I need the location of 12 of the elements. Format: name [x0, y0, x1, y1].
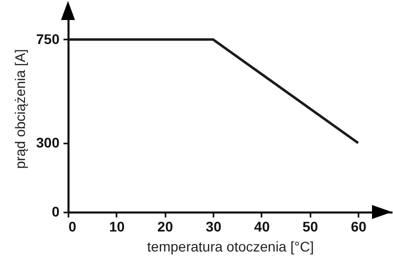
x-tick-label: 10: [109, 218, 125, 234]
x-tick-label: 0: [68, 218, 76, 234]
x-axis-title: temperatura otoczenia [°C]: [147, 238, 314, 254]
x-tick-label: 60: [350, 218, 367, 234]
y-tick-label: 300: [36, 134, 60, 150]
y-tick-label: 0: [52, 204, 60, 220]
x-tick-label: 40: [254, 218, 270, 234]
y-axis-title: prąd obciążenia [A]: [12, 49, 28, 169]
x-tick-label: 20: [157, 218, 174, 234]
x-tick-label: 30: [206, 218, 222, 234]
y-tick-label: 750: [36, 31, 60, 47]
x-tick-label: 50: [302, 218, 318, 234]
